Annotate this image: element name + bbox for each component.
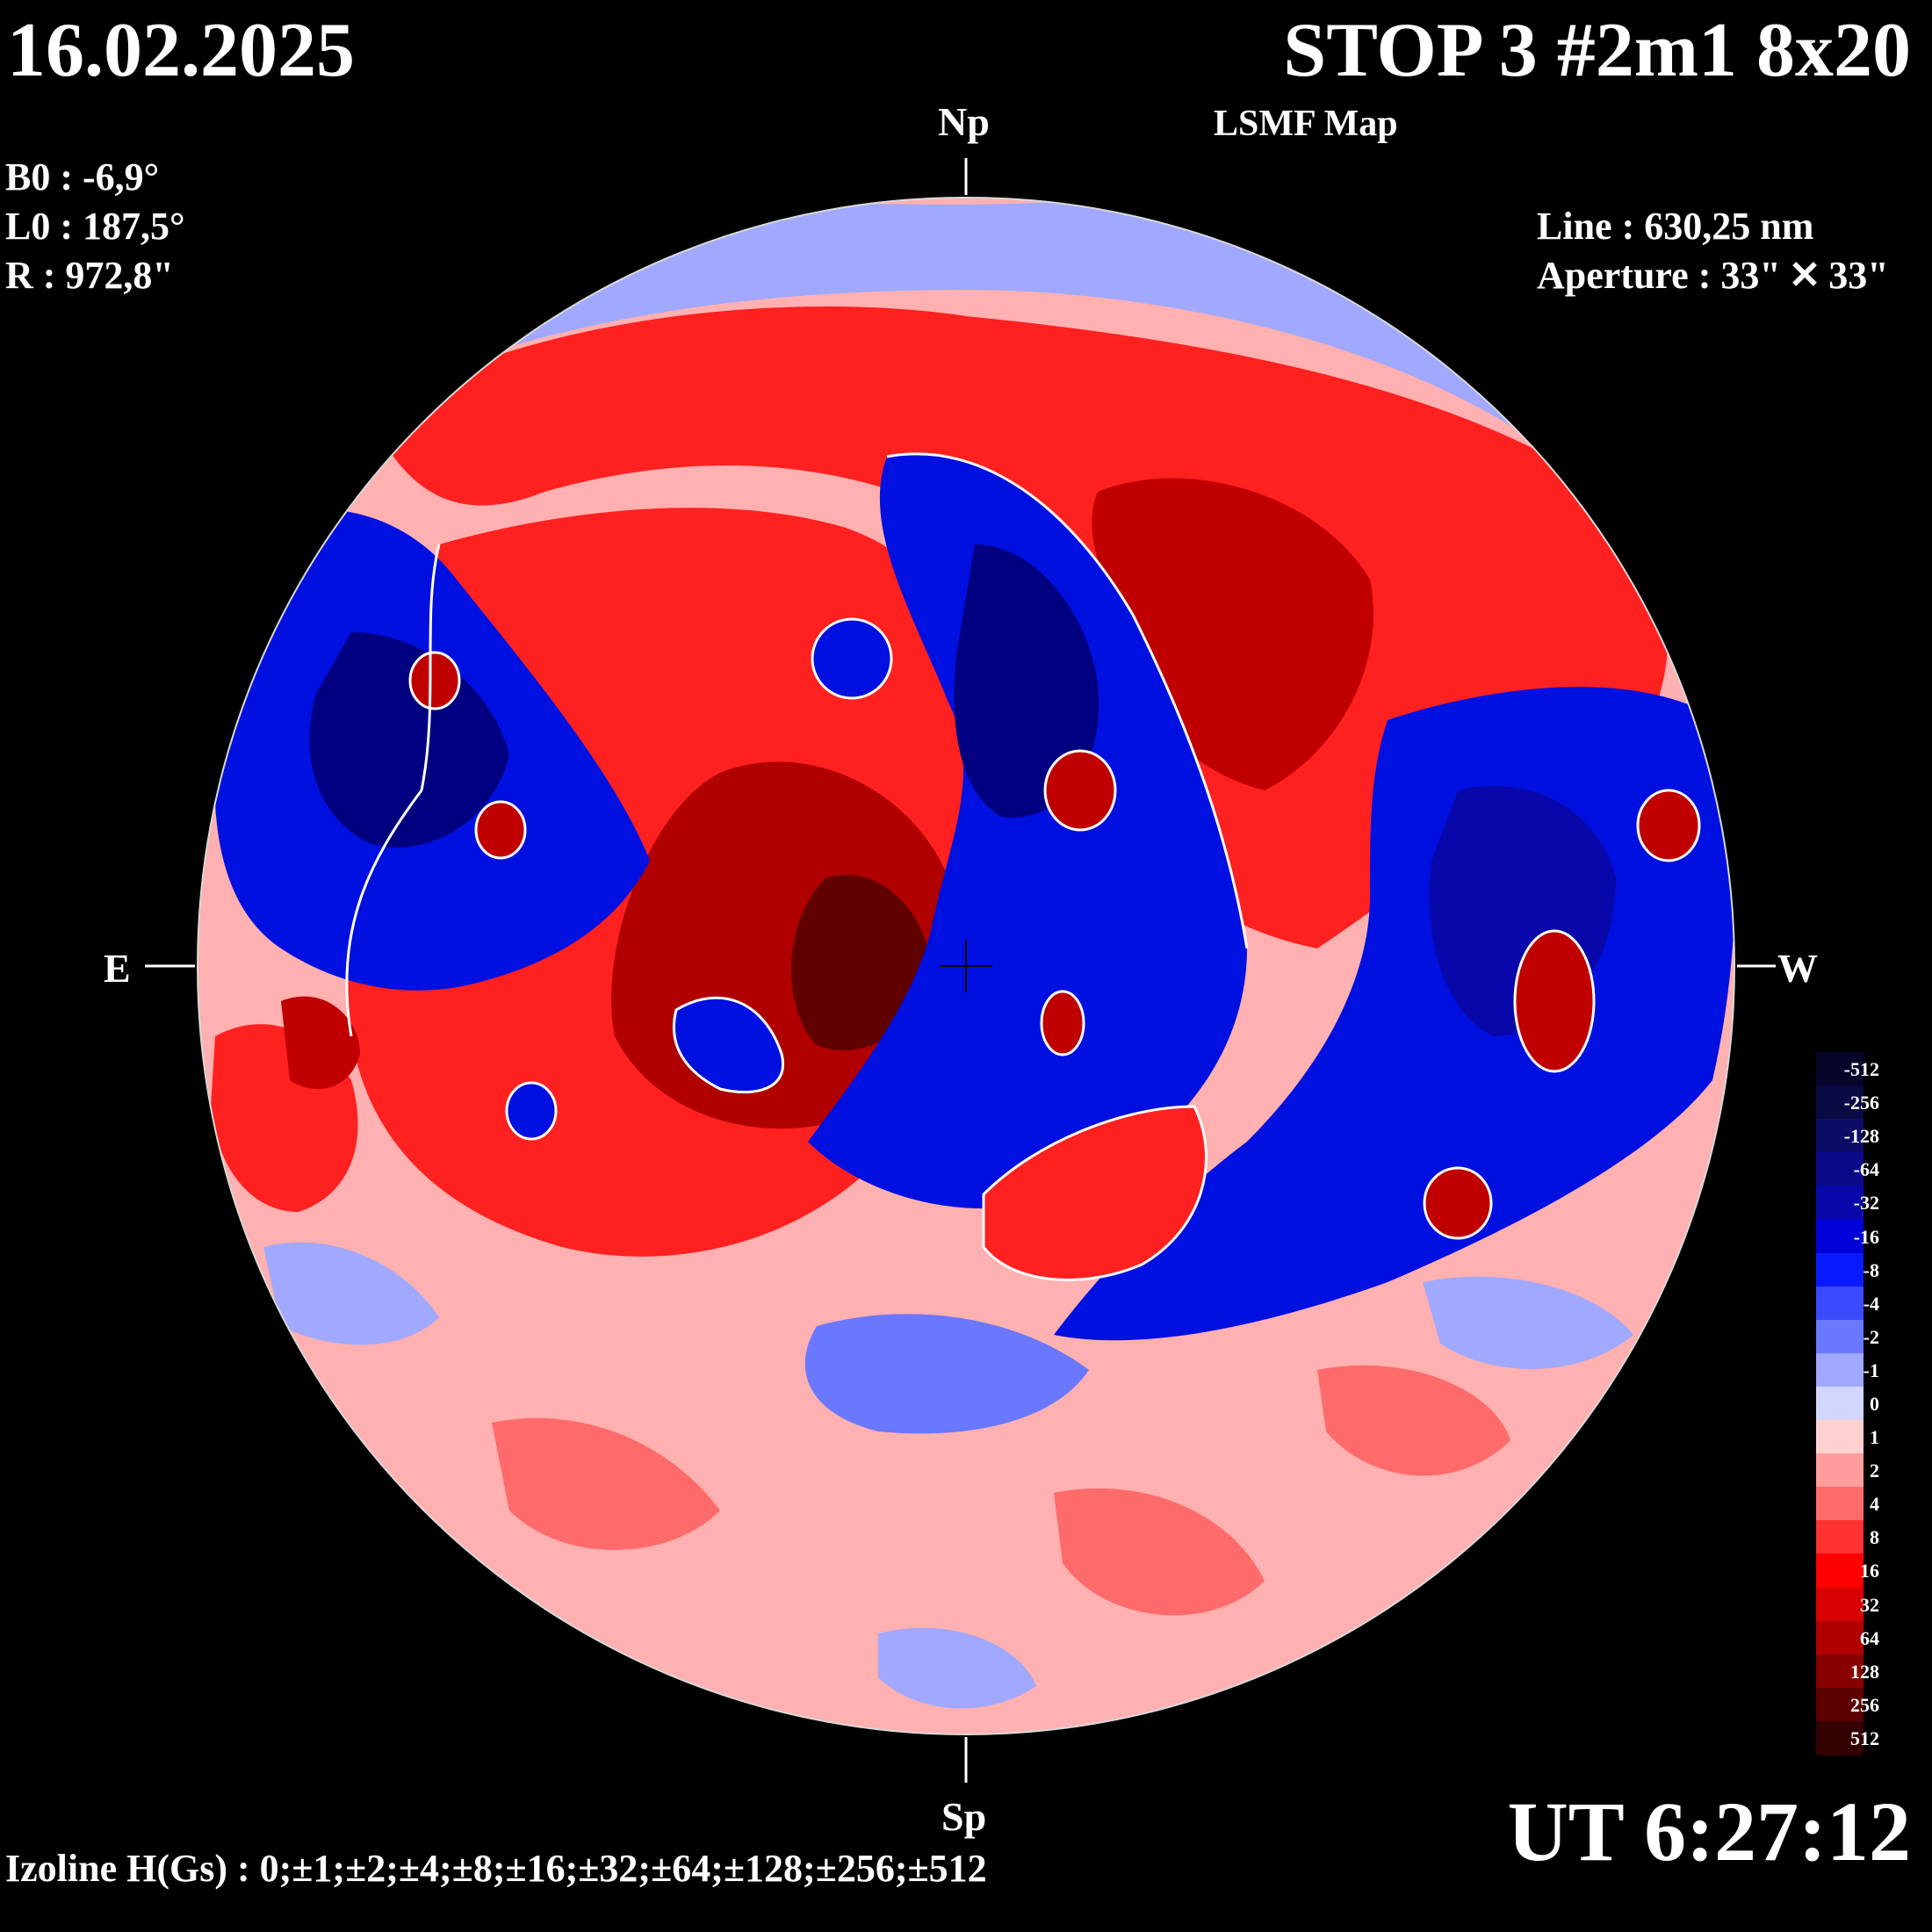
- region-north-positive: [369, 306, 1669, 948]
- legend-swatch: [1816, 1554, 1864, 1589]
- legend-level-label: -256: [1843, 1092, 1879, 1114]
- legend-level-label: 0: [1870, 1393, 1879, 1415]
- legend-level-label: 4: [1870, 1493, 1879, 1516]
- region-south-central-positive: [982, 1105, 1208, 1281]
- legend-level-label: -16: [1853, 1225, 1879, 1248]
- legend-swatch: [1816, 1219, 1864, 1254]
- region-central-negative-strong: [954, 544, 1099, 818]
- zero-contour-west: [345, 544, 441, 1037]
- legend-level-label: 256: [1850, 1693, 1879, 1716]
- legend-swatch: [1816, 1420, 1864, 1455]
- map-subtitle: LSMF Map: [1214, 104, 1398, 144]
- east-label: E: [104, 946, 131, 991]
- spot-northeast-positive: [1636, 789, 1701, 862]
- legend-swatch: [1816, 1119, 1864, 1154]
- legend-swatch: [1816, 1352, 1864, 1388]
- legend-level-label: -32: [1853, 1192, 1879, 1215]
- disk-limb: [197, 197, 1735, 1735]
- legend-level-label: -1: [1863, 1359, 1879, 1381]
- spectral-line-parameter: Line : 630,25 nm: [1537, 205, 1814, 248]
- legend-swatch: [1816, 1720, 1864, 1755]
- spot-east-positive-2: [1423, 1166, 1493, 1240]
- spot-northwest-positive: [408, 651, 461, 710]
- north-pole-label: Np: [938, 99, 990, 144]
- legend-level-label: -128: [1843, 1125, 1879, 1148]
- field-strength-legend: [1816, 1052, 1864, 1755]
- island-negative-west: [505, 1081, 558, 1141]
- legend-level-label: 32: [1860, 1593, 1879, 1616]
- legend-level-label: -8: [1863, 1258, 1879, 1281]
- universal-time: UT 6:27:12: [1507, 1784, 1911, 1878]
- legend-swatch: [1816, 1252, 1864, 1287]
- region-south-patch-positive-2: [1054, 1488, 1265, 1616]
- legend-level-label: 128: [1850, 1660, 1879, 1683]
- legend-swatch: [1816, 1386, 1864, 1422]
- legend-swatch: [1816, 1620, 1864, 1655]
- region-south-weak-negative-2: [878, 1627, 1036, 1709]
- legend-swatch: [1816, 1085, 1864, 1121]
- spot-center-positive-north: [1043, 749, 1117, 832]
- legend-level-label: -2: [1863, 1325, 1879, 1348]
- legend-swatch: [1816, 1453, 1864, 1489]
- legend-level-label: 64: [1860, 1626, 1879, 1649]
- legend-swatch: [1816, 1052, 1864, 1087]
- legend-swatch: [1816, 1319, 1864, 1354]
- isoline-levels: Izoline H(Gs) : 0;±1;±2;±4;±8;±16;±32;±6…: [5, 1847, 987, 1890]
- legend-swatch: [1816, 1587, 1864, 1622]
- legend-level-label: -64: [1853, 1158, 1879, 1181]
- magnetic-field-regions: [198, 198, 1734, 1734]
- legend-swatch: [1816, 1487, 1864, 1522]
- island-negative-north: [811, 617, 893, 700]
- spot-west-positive: [474, 800, 527, 860]
- radius-parameter: R : 972,8": [5, 254, 174, 297]
- legend-swatch: [1816, 1654, 1864, 1689]
- spot-central-positive: [1040, 990, 1085, 1056]
- region-center-positive-core: [791, 875, 931, 1051]
- zero-contour-central: [886, 452, 1249, 949]
- legend-swatch: [1816, 1520, 1864, 1555]
- island-negative-center: [672, 996, 784, 1094]
- west-label: W: [1777, 946, 1818, 991]
- region-south-patch-positive: [492, 1417, 720, 1550]
- map-title: STOP 3 #2m1 8x20: [1283, 8, 1911, 93]
- legend-level-label: -512: [1843, 1058, 1879, 1081]
- legend-swatch: [1816, 1152, 1864, 1187]
- region-central-negative: [808, 453, 1247, 1209]
- region-southwest-weak-negative: [263, 1242, 439, 1345]
- observation-date: 16.02.2025: [7, 8, 355, 93]
- l0-parameter: L0 : 187,5°: [5, 205, 185, 248]
- legend-level-label: 16: [1860, 1560, 1879, 1582]
- legend-swatch: [1816, 1186, 1864, 1221]
- b0-parameter: B0 : -6,9°: [5, 155, 160, 198]
- region-southeast-weak-negative: [1423, 1276, 1633, 1369]
- legend-level-label: 2: [1870, 1460, 1879, 1482]
- aperture-parameter: Aperture : 33" ✕ 33": [1537, 254, 1889, 297]
- region-far-west-positive-2: [281, 996, 360, 1089]
- legend-swatch: [1816, 1687, 1864, 1722]
- south-pole-label: Sp: [941, 1794, 987, 1839]
- spot-east-positive-1: [1513, 929, 1596, 1073]
- legend-level-label: 8: [1870, 1526, 1879, 1549]
- region-southeast-patch-positive: [1317, 1365, 1510, 1476]
- legend-level-label: -4: [1863, 1292, 1879, 1315]
- region-south-weak-negative: [804, 1314, 1089, 1434]
- legend-level-label: 512: [1850, 1727, 1879, 1749]
- legend-level-label: 1: [1870, 1426, 1879, 1449]
- legend-swatch: [1816, 1286, 1864, 1321]
